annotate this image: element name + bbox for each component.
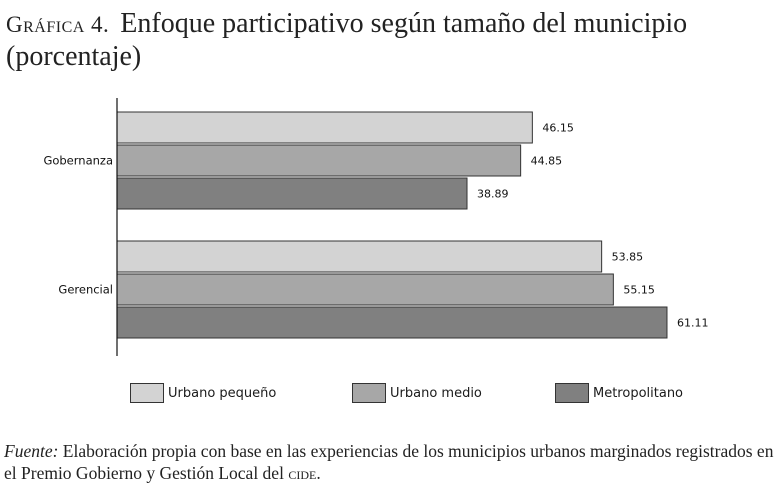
- bar: [116, 273, 614, 306]
- legend-item: Metropolitano: [555, 383, 683, 403]
- data-label: 61.11: [677, 317, 709, 330]
- bar: [116, 144, 522, 177]
- legend-label: Urbano medio: [390, 385, 482, 401]
- chart-title: Gráfica 4. Enfoque participativo según t…: [6, 8, 776, 73]
- chart-title-label: Gráfica 4.: [6, 12, 110, 37]
- legend-swatch: [130, 383, 164, 403]
- source-prefix: Fuente:: [4, 441, 59, 461]
- category-tick-label: Gobernanza: [43, 154, 113, 168]
- chart-title-main: Enfoque participativo según tamaño del m…: [120, 8, 688, 39]
- data-label: 44.85: [531, 155, 563, 168]
- source-abbr: cide: [288, 463, 317, 483]
- legend-swatch: [555, 383, 589, 403]
- bar: [116, 111, 533, 144]
- legend-item: Urbano medio: [352, 383, 482, 403]
- chart-legend: Urbano pequeño Urbano medio Metropolitano: [0, 383, 782, 413]
- category-tick-label: Gerencial: [58, 283, 113, 297]
- data-label: 53.85: [612, 251, 644, 264]
- bar: [116, 177, 468, 210]
- legend-label: Urbano pequeño: [168, 385, 277, 401]
- source-end: .: [316, 463, 321, 483]
- bar: [116, 240, 603, 273]
- legend-swatch: [352, 383, 386, 403]
- legend-item: Urbano pequeño: [130, 383, 276, 403]
- bar-chart: 46.15 44.85 38.89 Gobernanza 53.85 55.15 61.11…: [43, 98, 709, 356]
- source-text: Elaboración propia con base en las exper…: [4, 441, 774, 483]
- source-note: Fuente: Elaboración propia con base en l…: [4, 440, 780, 484]
- legend-label: Metropolitano: [593, 385, 684, 401]
- bar: [116, 306, 668, 339]
- chart-title-sub: (porcentaje): [6, 41, 142, 72]
- data-label: 38.89: [477, 188, 509, 201]
- data-label: 55.15: [623, 284, 655, 297]
- data-label: 46.15: [542, 122, 574, 135]
